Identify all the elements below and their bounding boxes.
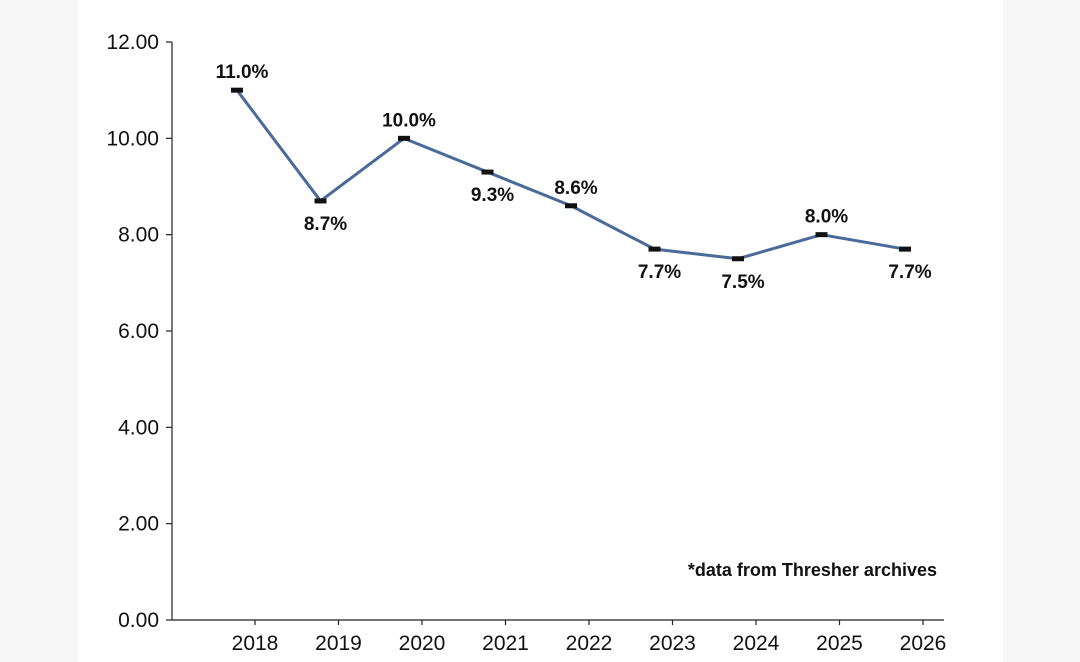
source-note: *data from Thresher archives (688, 560, 937, 580)
x-tick-label: 2025 (816, 632, 863, 655)
data-label: 7.7% (638, 262, 681, 283)
x-tick-label: 2019 (315, 632, 362, 655)
x-tick-label: 2023 (649, 632, 696, 655)
data-label: 8.7% (304, 214, 347, 235)
y-tick-label: 4.00 (118, 416, 159, 439)
x-tick-label: 2022 (566, 632, 613, 655)
data-label: 7.7% (888, 262, 931, 283)
data-label: 10.0% (382, 110, 436, 131)
data-point (314, 198, 327, 204)
data-point (398, 135, 410, 141)
data-label: 8.0% (805, 207, 848, 228)
x-tick-label: 2024 (733, 632, 780, 655)
y-tick-label: 10.00 (106, 127, 159, 150)
x-tick-label: 2021 (482, 632, 529, 655)
data-label: 11.0% (216, 62, 269, 83)
x-tick-label: 2026 (900, 632, 947, 655)
y-tick-label: 2.00 (118, 513, 159, 536)
x-tick-label: 2020 (399, 632, 446, 655)
data-point (481, 169, 494, 175)
data-label: 7.5% (721, 272, 764, 293)
data-point (231, 87, 243, 93)
y-tick-label: 0.00 (118, 609, 159, 632)
y-tick-label: 6.00 (118, 320, 159, 343)
y-tick-label: 12.00 (106, 31, 159, 54)
data-point (815, 232, 828, 238)
data-point (732, 256, 744, 262)
data-point (648, 246, 661, 252)
data-label: 9.3% (471, 185, 514, 206)
data-label: 8.6% (554, 178, 597, 199)
chart-panel (78, 0, 1003, 662)
x-tick-label: 2018 (232, 632, 279, 655)
data-point (565, 203, 577, 209)
data-point (899, 246, 911, 252)
y-tick-label: 8.00 (118, 224, 159, 247)
